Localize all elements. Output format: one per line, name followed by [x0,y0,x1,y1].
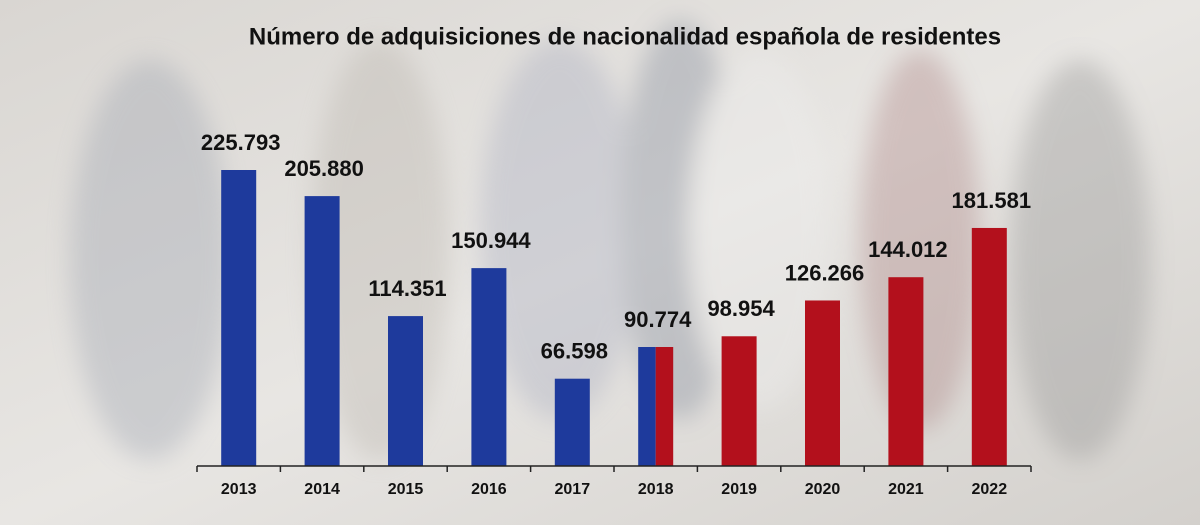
value-label: 98.954 [707,296,775,321]
value-label: 114.351 [368,276,446,301]
value-label: 205.880 [284,156,364,181]
bar [221,170,257,466]
x-tick-label: 2019 [721,481,757,498]
x-tick-label: 2014 [304,481,340,498]
x-tick-label: 2021 [888,481,924,498]
bar-segment [655,347,674,466]
bar [805,300,840,466]
bar-segment [638,347,656,466]
value-label: 150.944 [451,228,531,253]
bar [388,316,423,466]
value-label: 126.266 [785,260,865,285]
x-tick-label: 2017 [555,481,591,498]
bar [971,227,1007,466]
chart-title: Número de adquisiciones de nacionalidad … [249,23,1001,50]
value-label: 90.774 [624,307,692,332]
x-tick-label: 2016 [471,481,507,498]
x-tick-label: 2020 [805,481,841,498]
x-tick-label: 2022 [972,481,1008,498]
value-label: 144.012 [868,237,948,262]
value-label: 181.581 [952,188,1032,213]
bar [304,196,340,466]
value-label: 66.598 [541,339,608,364]
bar [554,378,590,466]
bar [721,336,757,466]
x-tick-label: 2018 [638,481,674,498]
value-label: 225.793 [201,130,281,155]
x-tick-label: 2015 [388,481,424,498]
bar [471,268,507,466]
x-tick-label: 2013 [221,481,257,498]
bar [888,277,924,466]
bar [638,347,674,466]
